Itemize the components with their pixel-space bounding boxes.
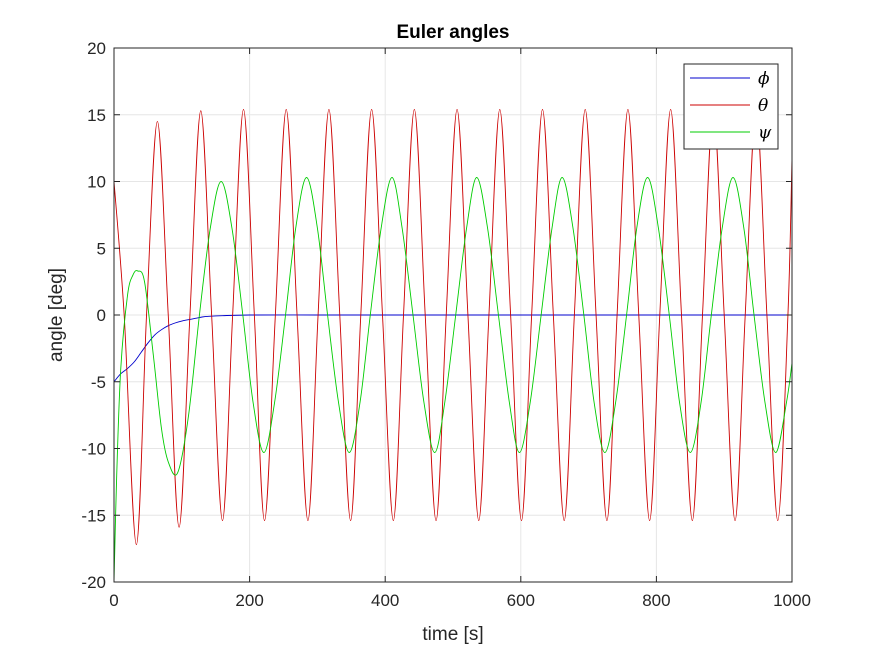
y-tick-label: -15 [81, 506, 106, 525]
x-tick-label: 1000 [773, 591, 811, 610]
x-tick-label: 0 [109, 591, 118, 610]
chart-title: Euler angles [397, 22, 510, 43]
y-axis-label: angle [deg] [46, 268, 67, 362]
y-tick-label: 5 [97, 239, 106, 258]
y-tick-label: 20 [87, 39, 106, 58]
x-tick-label: 800 [642, 591, 670, 610]
legend-label: θ [758, 96, 768, 116]
x-tick-label: 200 [235, 591, 263, 610]
y-tick-label: -10 [81, 440, 106, 459]
series-line-0 [114, 314, 792, 383]
y-tick-label: 15 [87, 106, 106, 125]
x-axis-label: time [s] [422, 624, 483, 645]
series-line-1 [114, 108, 792, 546]
axis-ticks: 0 200 400 600 800 1000 -20 -15 -10 -5 0 5 10 15 20 [81, 39, 810, 610]
y-tick-label: -20 [81, 573, 106, 592]
legend: ϕθψ [683, 63, 779, 150]
series-line-2 [114, 177, 792, 582]
series-layer [114, 108, 792, 582]
y-tick-label: -5 [91, 373, 106, 392]
y-tick-label: 0 [97, 306, 106, 325]
legend-label: ψ [758, 123, 772, 143]
y-tick-label: 10 [87, 173, 106, 192]
legend-label: ϕ [758, 69, 770, 89]
x-tick-label: 400 [371, 591, 399, 610]
x-tick-label: 600 [507, 591, 535, 610]
